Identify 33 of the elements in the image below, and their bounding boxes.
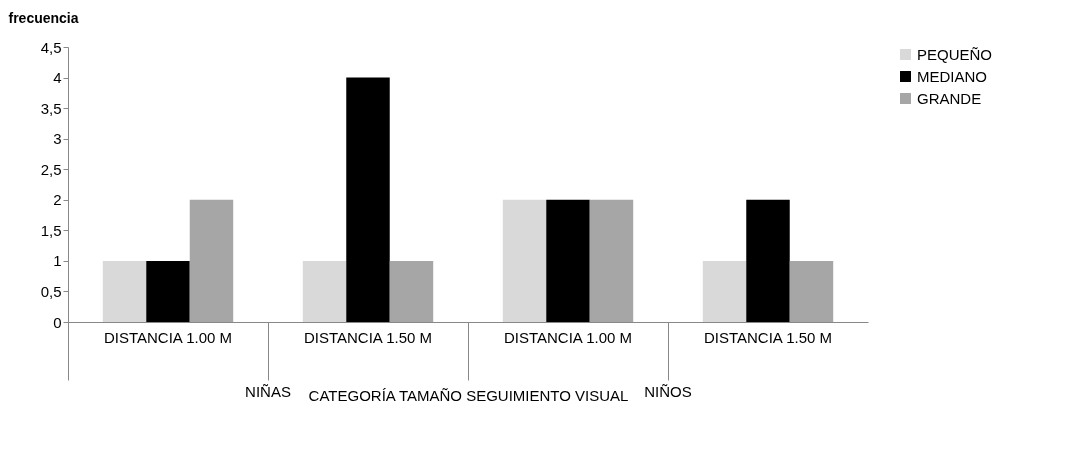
- bar: [746, 199, 790, 322]
- text: NIÑAS: [245, 383, 291, 400]
- legend-label: PEQUEÑO: [917, 45, 993, 63]
- x-tick-label: DISTANCIA 1.00 M: [103, 328, 233, 346]
- bar: [146, 260, 190, 322]
- bar: [102, 260, 147, 322]
- bar: [389, 260, 434, 322]
- text: NIÑOS: [644, 383, 692, 400]
- y-tick-label: 2: [53, 191, 62, 209]
- y-tick-label: 2,5: [40, 160, 62, 178]
- bar: [589, 199, 634, 322]
- bar: [789, 260, 834, 322]
- bar: [189, 199, 234, 322]
- y-tick-label: 1: [53, 252, 62, 270]
- legend-label: MEDIANO: [917, 67, 988, 85]
- bar: [702, 260, 747, 322]
- y-tick-label: 1,5: [40, 221, 62, 239]
- y-tick-label: 4: [53, 69, 62, 87]
- legend-label: GRANDE: [917, 89, 982, 107]
- x-axis-title: CATEGORÍA TAMAÑO SEGUIMIENTO VISUAL: [308, 387, 629, 404]
- bar: [502, 199, 547, 322]
- y-tick-label: 3,5: [40, 99, 62, 117]
- bar: [302, 260, 347, 322]
- x-tick-label: DISTANCIA 1.00 M: [503, 328, 633, 346]
- y-tick-label: 4,5: [40, 38, 62, 56]
- y-tick-label: 0: [53, 313, 62, 331]
- y-axis-title: frecuencia: [8, 9, 79, 26]
- x-tick-label: DISTANCIA 1.50 M: [703, 328, 833, 346]
- y-tick-label: 0,5: [40, 282, 62, 300]
- bar: [346, 77, 390, 322]
- bar: [546, 199, 590, 322]
- x-tick-label: DISTANCIA 1.50 M: [303, 328, 433, 346]
- y-tick-label: 3: [53, 130, 62, 148]
